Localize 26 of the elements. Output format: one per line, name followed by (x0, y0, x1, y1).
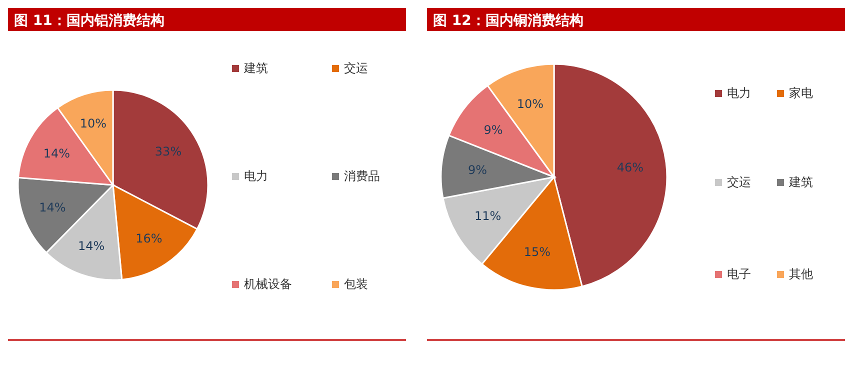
legend-label: 消费品 (344, 169, 380, 183)
legend-label: 电力 (727, 86, 751, 100)
chart-title: 图 11：国内铝消费结构 (14, 13, 164, 29)
data-label: 33% (154, 144, 182, 159)
legend-label: 交运 (727, 175, 751, 189)
data-label: 9% (484, 122, 503, 137)
data-label: 16% (136, 232, 162, 246)
legend-label: 机械设备 (244, 277, 292, 291)
data-label: 9% (468, 162, 488, 177)
data-label: 10% (80, 116, 107, 130)
legend-label: 建筑 (788, 175, 813, 189)
legend-label: 其他 (789, 267, 813, 281)
legend-label: 建筑 (243, 61, 268, 75)
legend-label: 电力 (244, 169, 268, 183)
data-label: 46% (616, 160, 644, 174)
data-label: 14% (78, 238, 105, 253)
data-label: 10% (516, 96, 544, 111)
data-label: 11% (474, 209, 502, 224)
legend-label: 交运 (344, 61, 368, 75)
legend-label: 家电 (789, 86, 813, 100)
data-label: 14% (43, 146, 70, 160)
data-label: 15% (524, 244, 551, 259)
data-label: 14% (39, 200, 66, 215)
chart-title: 图 12：国内铜消费结构 (433, 13, 584, 29)
legend-label: 电子 (727, 267, 751, 281)
legend-label: 包装 (344, 277, 368, 291)
